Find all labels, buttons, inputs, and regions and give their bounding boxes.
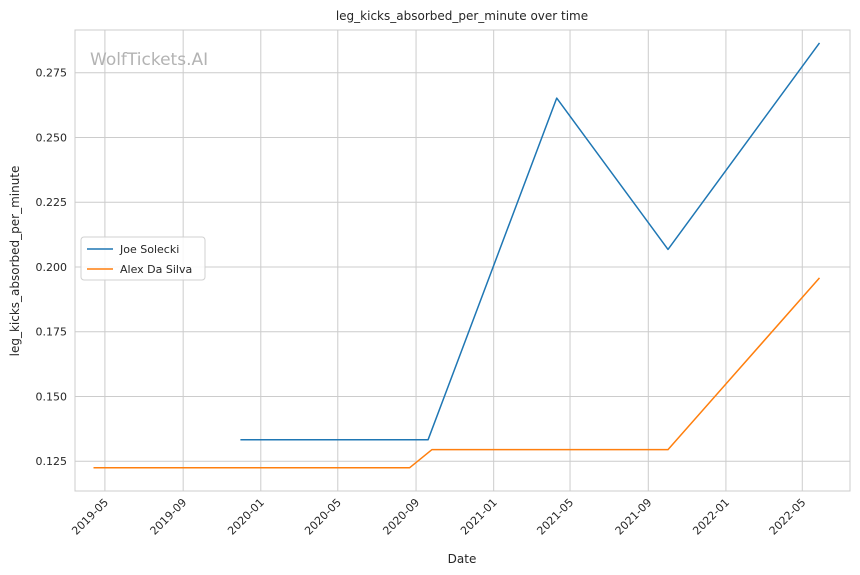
legend-label: Joe Solecki [119,243,179,256]
x-axis-label: Date [448,552,477,566]
plot-frame [74,29,851,492]
chart-title: leg_kicks_absorbed_per_minute over time [336,9,588,23]
legend: Joe Solecki Alex Da Silva [80,236,206,281]
y-tick-label: 0.200 [36,261,68,274]
y-tick-label: 0.175 [36,326,68,339]
y-tick-label: 0.275 [36,67,68,80]
series-layer [93,42,821,469]
y-tick-label: 0.125 [36,455,68,468]
y-tick-label: 0.225 [36,196,68,209]
series-line-0 [240,42,821,441]
y-tick-labels: 0.125 0.150 0.175 0.200 0.225 0.250 0.275 [36,67,68,468]
y-axis-label: leg_kicks_absorbed_per_minute [8,166,22,357]
series-line-1 [93,277,821,469]
legend-label: Alex Da Silva [120,263,192,276]
y-tick-label: 0.250 [36,131,68,144]
grid [75,30,850,491]
y-tick-label: 0.150 [36,390,68,403]
watermark: WolfTickets.AI [90,50,208,70]
